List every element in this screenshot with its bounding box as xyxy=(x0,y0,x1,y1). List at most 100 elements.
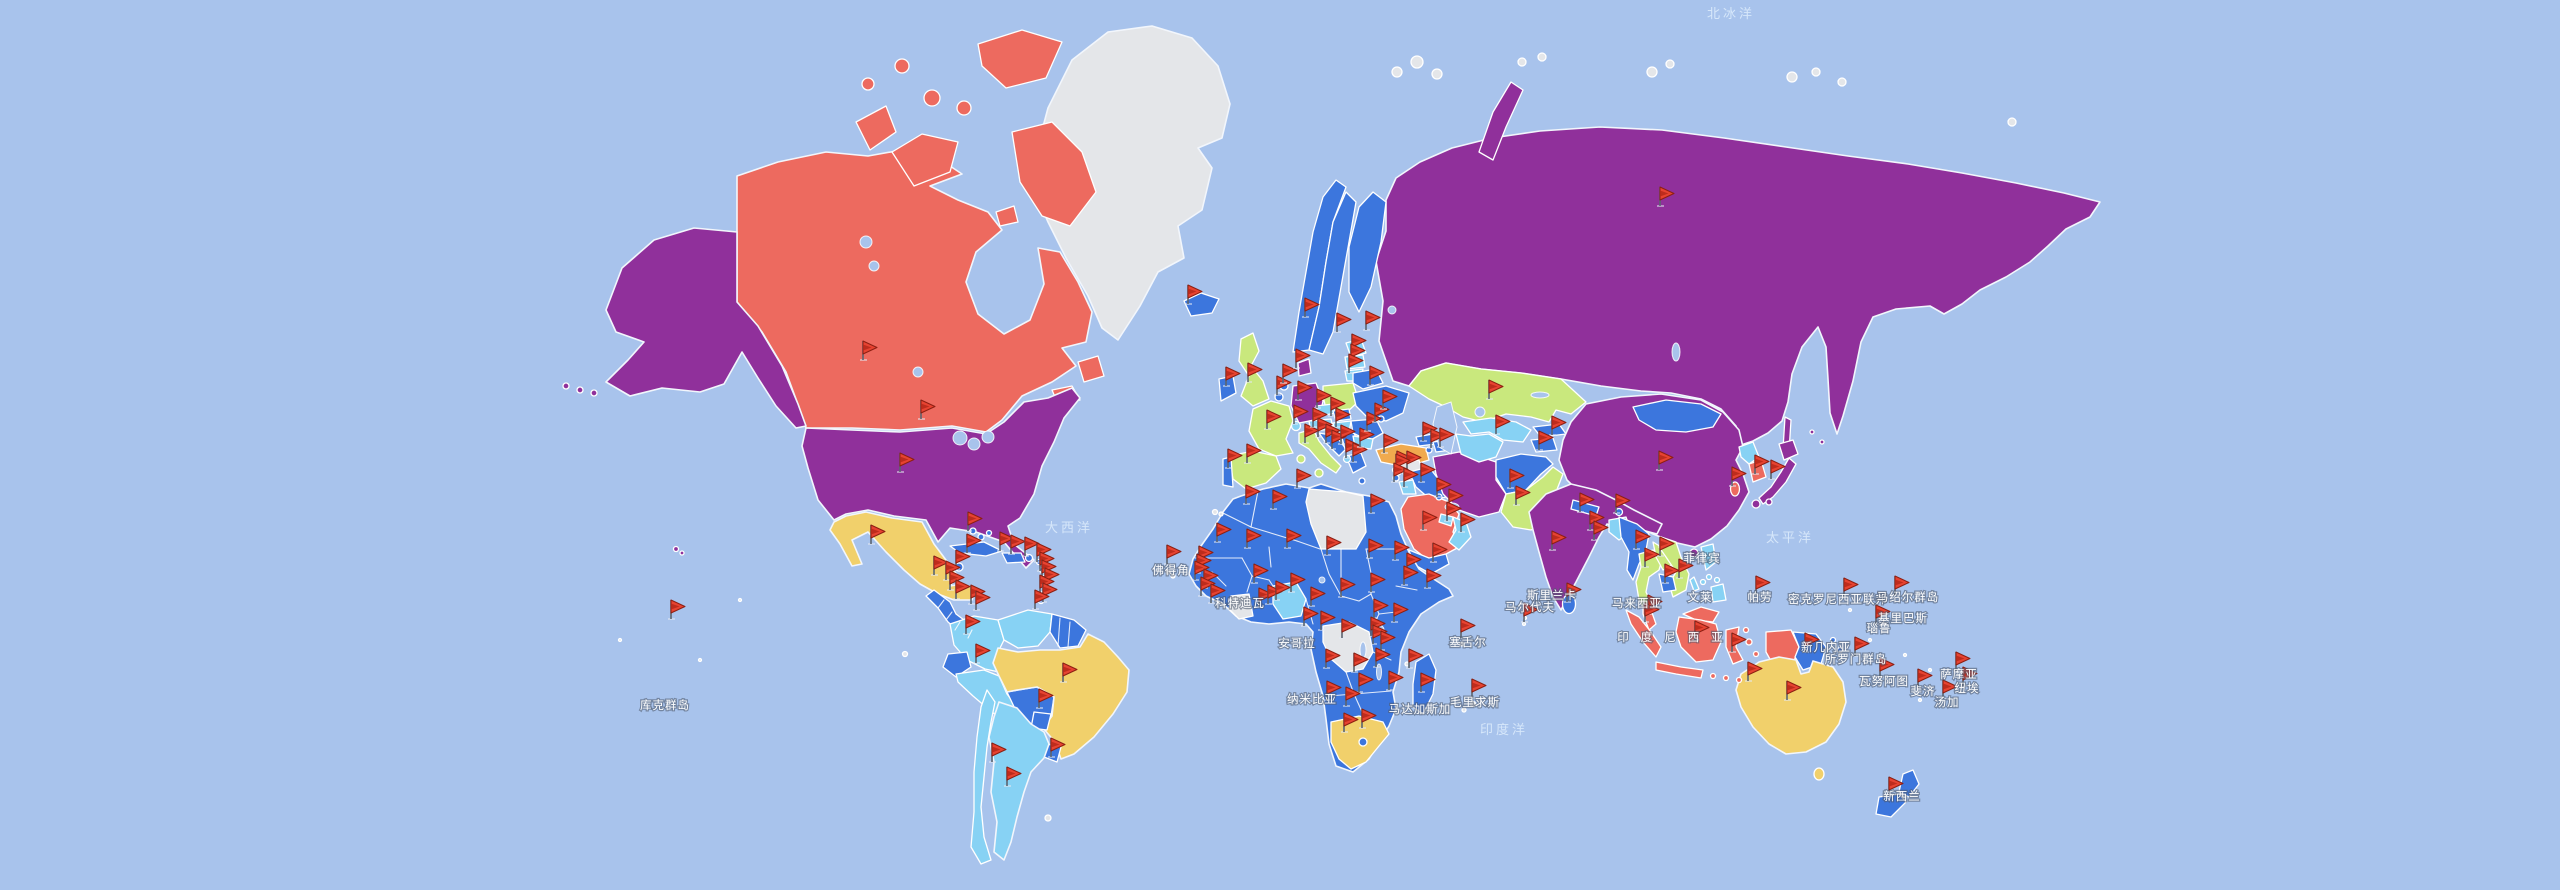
flag-sri-lanka[interactable] xyxy=(1564,582,1582,603)
flag-malawi[interactable] xyxy=(1373,647,1391,668)
region-italy-sicily[interactable] xyxy=(1314,468,1324,478)
flag-iceland[interactable] xyxy=(1185,284,1203,305)
region-mexico[interactable] xyxy=(829,511,977,601)
flag-chile[interactable] xyxy=(989,742,1007,763)
flag-new-zealand[interactable] xyxy=(1886,776,1904,797)
flag-tonga[interactable] xyxy=(1940,679,1958,700)
flag-australia[interactable] xyxy=(1784,680,1802,701)
region-venezuela[interactable] xyxy=(997,609,1053,649)
flag-solomon-islands[interactable] xyxy=(1852,636,1870,657)
flag-south-korea[interactable] xyxy=(1752,454,1770,475)
flag-oman[interactable] xyxy=(1458,512,1476,533)
flag-puerto-rico[interactable] xyxy=(1022,536,1040,557)
region-arctic-islands-new-siberian[interactable] xyxy=(1837,77,1847,87)
region-united-states-aleutian[interactable] xyxy=(590,389,598,397)
flag-united-arab-emirates[interactable] xyxy=(1444,501,1462,522)
region-islands[interactable] xyxy=(697,657,703,663)
flag-laos[interactable] xyxy=(1657,536,1675,557)
region-libya[interactable] xyxy=(1305,488,1367,550)
flag-ghana[interactable] xyxy=(1256,587,1274,608)
region-philippines-visayas[interactable] xyxy=(1699,578,1707,586)
flag-uzbekistan[interactable] xyxy=(1493,414,1511,435)
flag-vanuatu[interactable] xyxy=(1877,657,1895,678)
region-switzerland[interactable] xyxy=(1290,420,1302,432)
flag-kyrgyzstan[interactable] xyxy=(1549,415,1567,436)
region-saudi-arabia[interactable] xyxy=(1400,493,1460,561)
region-turkmenistan[interactable] xyxy=(1455,433,1504,463)
region-mauritius[interactable] xyxy=(1469,700,1477,708)
region-islands[interactable] xyxy=(1847,607,1853,613)
region-united-states-aleutian[interactable] xyxy=(562,382,570,390)
flag-tajikistan[interactable] xyxy=(1536,430,1554,451)
region-canada-banks[interactable] xyxy=(855,105,897,151)
flag-germany[interactable] xyxy=(1295,380,1313,401)
region-russia-kurils[interactable] xyxy=(1819,439,1825,445)
region-philippines-palawan[interactable] xyxy=(1689,576,1700,592)
flag-haiti[interactable] xyxy=(997,531,1015,552)
region-china-hainan[interactable] xyxy=(1689,548,1699,558)
flag-brazil[interactable] xyxy=(1060,662,1078,683)
region-papua-new-guinea-islands[interactable] xyxy=(1829,636,1837,644)
flag-afghanistan[interactable] xyxy=(1507,468,1525,489)
flag-sudan[interactable] xyxy=(1366,538,1384,559)
flag-madagascar[interactable] xyxy=(1418,672,1436,693)
flag-finland[interactable] xyxy=(1363,310,1381,331)
region-mauritius-reunion[interactable] xyxy=(1461,707,1467,713)
region-philippines-mindanao[interactable] xyxy=(1710,583,1727,603)
region-indonesia-sulawesi[interactable] xyxy=(1725,626,1744,665)
region-canada-baffin[interactable] xyxy=(1011,121,1097,227)
flag-saudi-arabia[interactable] xyxy=(1420,510,1438,531)
region-arctic-islands-new-siberian[interactable] xyxy=(1811,67,1821,77)
flag-cuba[interactable] xyxy=(964,533,982,554)
flag-angola[interactable] xyxy=(1323,648,1341,669)
region-greece-crete[interactable] xyxy=(1358,477,1366,485)
flag-turkey[interactable] xyxy=(1381,433,1399,454)
flag-nauru[interactable] xyxy=(1873,604,1891,625)
flag-maldives[interactable] xyxy=(1521,602,1539,623)
region-philippines-visayas[interactable] xyxy=(1705,573,1713,581)
flag-burundi[interactable] xyxy=(1370,624,1388,645)
region-philippines-luzon[interactable] xyxy=(1700,543,1717,571)
flag-peru[interactable] xyxy=(973,643,991,664)
region-arctic-islands-new-siberian[interactable] xyxy=(1786,71,1798,83)
region-canary[interactable] xyxy=(1218,511,1224,517)
flag-liberia[interactable] xyxy=(1208,583,1226,604)
region-iceland[interactable] xyxy=(1183,292,1220,317)
region-falklands[interactable] xyxy=(1044,814,1052,822)
flag-dr-congo[interactable] xyxy=(1339,618,1357,639)
region-russia-novaya-zemlya[interactable] xyxy=(1478,81,1524,161)
region-united-states-hawaii[interactable] xyxy=(672,545,680,553)
region-indonesia-lesser-sunda[interactable] xyxy=(1709,672,1717,680)
region-japan-kyushu[interactable] xyxy=(1751,499,1761,509)
flag-lithuania[interactable] xyxy=(1346,353,1364,374)
flag-namibia[interactable] xyxy=(1324,680,1342,701)
flag-kenya[interactable] xyxy=(1391,602,1409,623)
flag-czechia[interactable] xyxy=(1314,388,1332,409)
flag-algeria[interactable] xyxy=(1270,489,1288,510)
region-ecuador[interactable] xyxy=(942,651,972,678)
region-arctic-islands-svalbard[interactable] xyxy=(1410,55,1424,69)
region-italy-sardinia[interactable] xyxy=(1296,454,1306,464)
region-chile[interactable] xyxy=(970,689,996,865)
flag-benin[interactable] xyxy=(1273,580,1291,601)
region-belgium[interactable] xyxy=(1274,392,1284,402)
flag-micronesia[interactable] xyxy=(1841,577,1859,598)
region-argentina[interactable] xyxy=(988,701,1050,861)
flag-yemen[interactable] xyxy=(1430,542,1448,563)
region-canada-ellesmere[interactable] xyxy=(977,29,1063,89)
flag-spain[interactable] xyxy=(1244,443,1262,464)
flag-mozambique[interactable] xyxy=(1386,670,1404,691)
flag-denmark[interactable] xyxy=(1293,348,1311,369)
region-islands[interactable] xyxy=(617,637,623,643)
region-united-kingdom-great-britain[interactable] xyxy=(1238,332,1270,407)
region-finland[interactable] xyxy=(1348,191,1387,313)
flag-kuwait[interactable] xyxy=(1434,477,1452,498)
flag-georgia[interactable] xyxy=(1420,421,1438,442)
flag-serbia[interactable] xyxy=(1338,424,1356,445)
region-uae[interactable] xyxy=(1438,513,1454,527)
flag-armenia[interactable] xyxy=(1428,428,1446,449)
region-bahamas[interactable] xyxy=(985,529,993,537)
flag-myanmar[interactable] xyxy=(1633,529,1651,550)
